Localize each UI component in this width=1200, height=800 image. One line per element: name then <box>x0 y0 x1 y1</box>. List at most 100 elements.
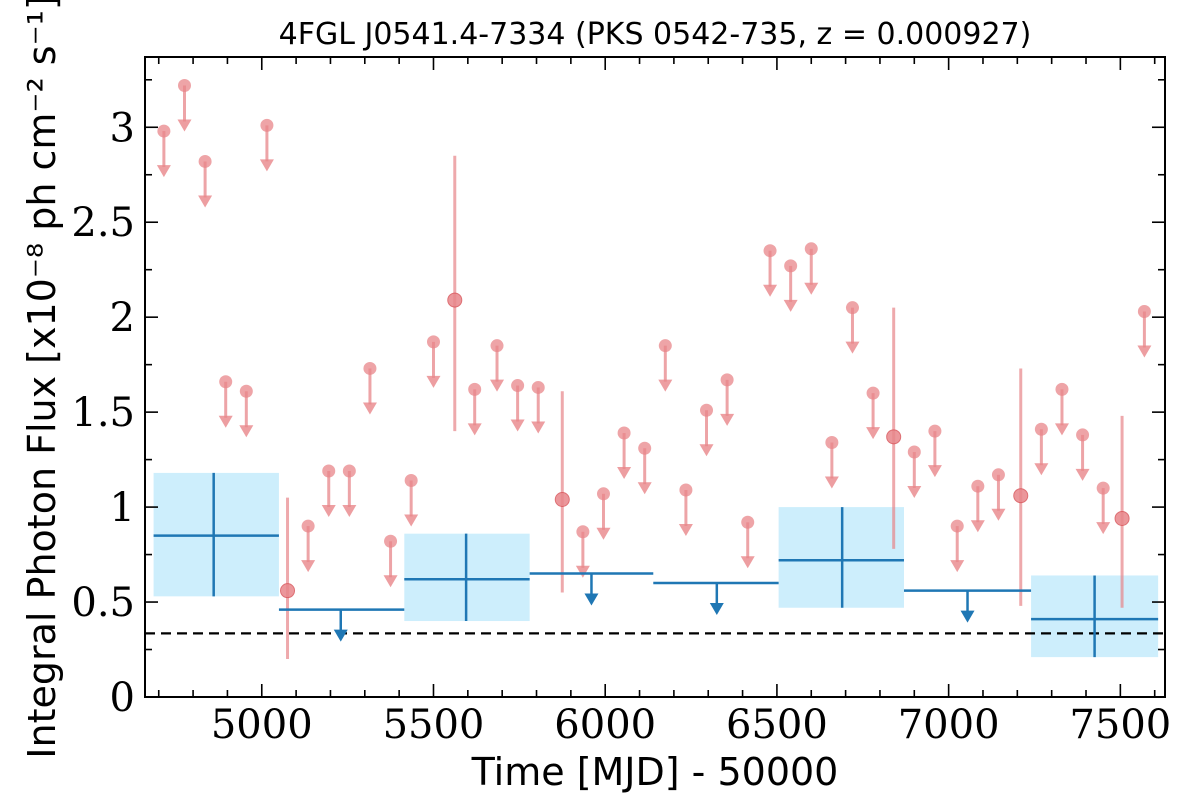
upper-limit-arrowhead <box>991 508 1006 521</box>
y-tick-label: 2 <box>110 295 135 341</box>
upper-limit-arrowhead <box>575 565 590 578</box>
upper-limit-arrowhead <box>1096 522 1111 535</box>
upper-limit-point <box>342 464 356 478</box>
upper-limit-point <box>700 403 714 417</box>
data-point <box>554 491 570 507</box>
upper-limit-point <box>426 335 440 349</box>
upper-limit-point <box>825 436 839 450</box>
long-bin-limit-arrowhead <box>709 603 724 616</box>
y-tick-label: 1.5 <box>71 390 135 436</box>
upper-limit-point <box>177 78 191 92</box>
upper-limit-arrowhead <box>596 527 611 540</box>
y-tick-label: 0 <box>110 675 135 721</box>
upper-limit-point <box>596 487 610 501</box>
x-tick-label: 6500 <box>726 702 828 748</box>
upper-limit-point <box>1034 422 1048 436</box>
upper-limit-arrowhead <box>617 467 632 480</box>
upper-limit-arrowhead <box>637 482 652 495</box>
x-axis-label: Time [MJD] - 50000 <box>471 750 839 794</box>
upper-limit-arrowhead <box>763 284 778 297</box>
upper-limit-arrowhead <box>1137 345 1152 358</box>
long-bin-limit-arrowhead <box>333 629 348 642</box>
upper-limit-arrowhead <box>658 379 673 392</box>
upper-limit-point <box>617 426 631 440</box>
upper-limit-arrowhead <box>927 465 942 478</box>
x-axis: 5000 5500 6000 6500 7000 7500 <box>157 57 1171 748</box>
upper-limit-point <box>928 424 942 438</box>
y-tick-label: 3 <box>110 105 135 151</box>
upper-limit-arrowhead <box>259 159 274 172</box>
upper-limit-arrowhead <box>218 415 233 428</box>
upper-limit-arrowhead <box>970 520 985 533</box>
long-bin-limit-arrowhead <box>584 593 599 606</box>
upper-limit-arrowhead <box>342 505 357 518</box>
upper-limit-point <box>866 386 880 400</box>
upper-limit-arrowhead <box>362 402 377 415</box>
upper-limit-arrowhead <box>177 119 192 132</box>
upper-limit-point <box>950 519 964 533</box>
plot-area <box>145 78 1165 660</box>
upper-limit-point <box>638 441 652 455</box>
data-point <box>1114 510 1130 526</box>
upper-limit-point <box>260 118 274 132</box>
upper-limit-point <box>741 515 755 529</box>
chart-title: 4FGL J0541.4-7334 (PKS 0542-735, z = 0.0… <box>279 17 1032 52</box>
upper-limit-point <box>531 380 545 394</box>
upper-limit-arrowhead <box>490 379 505 392</box>
data-point <box>886 429 902 445</box>
upper-limit-point <box>511 379 525 393</box>
upper-limit-arrowhead <box>699 444 714 457</box>
upper-limit-arrowhead <box>383 575 398 588</box>
upper-limit-arrowhead <box>426 375 441 388</box>
upper-limit-arrowhead <box>510 419 525 432</box>
upper-limit-point <box>763 244 777 258</box>
x-tick-label: 5000 <box>211 702 313 748</box>
plot-frame <box>144 56 1166 698</box>
y-tick-label: 1 <box>110 485 135 531</box>
upper-limit-point <box>1076 428 1090 442</box>
upper-limit-point <box>907 445 921 459</box>
upper-limit-arrowhead <box>531 421 546 434</box>
upper-limit-point <box>1137 304 1151 318</box>
upper-limit-arrowhead <box>866 427 881 440</box>
upper-limit-arrowhead <box>783 299 798 312</box>
data-point <box>447 292 463 308</box>
upper-limit-arrowhead <box>824 476 839 489</box>
upper-limit-point <box>720 373 734 387</box>
long-bin-limit-arrowhead <box>960 610 975 623</box>
upper-limit-point <box>239 384 253 398</box>
y-tick-label: 0.5 <box>71 580 135 626</box>
data-point <box>1013 488 1029 504</box>
upper-limit-point <box>991 468 1005 482</box>
x-tick-label: 6000 <box>554 702 656 748</box>
upper-limit-point <box>1096 481 1110 495</box>
upper-limit-point <box>804 242 818 256</box>
upper-limit-arrowhead <box>845 341 860 354</box>
upper-limit-point <box>1055 382 1069 396</box>
data-point <box>280 583 296 599</box>
upper-limit-point <box>363 361 377 375</box>
upper-limit-arrowhead <box>156 165 171 178</box>
upper-limit-point <box>576 525 590 539</box>
upper-limit-point <box>219 375 233 389</box>
upper-limit-point <box>468 382 482 396</box>
upper-limit-point <box>971 479 985 493</box>
upper-limit-arrowhead <box>1075 468 1090 481</box>
upper-limit-arrowhead <box>740 556 755 569</box>
x-tick-label: 5500 <box>383 702 485 748</box>
y-tick-label: 2.5 <box>71 200 135 246</box>
upper-limit-point <box>404 474 418 488</box>
upper-limit-arrowhead <box>467 423 482 436</box>
upper-limit-arrowhead <box>404 514 419 527</box>
upper-limit-point <box>157 124 171 138</box>
upper-limit-arrowhead <box>321 505 336 518</box>
upper-limit-point <box>384 534 398 548</box>
upper-limit-point <box>658 339 672 353</box>
upper-limit-point <box>784 259 798 273</box>
upper-limit-arrowhead <box>678 523 693 536</box>
upper-limit-arrowhead <box>1054 423 1069 436</box>
y-axis: 0 0.5 1 1.5 2 2.5 3 <box>71 78 1165 721</box>
upper-limit-point <box>679 483 693 497</box>
upper-limit-arrowhead <box>239 425 254 438</box>
